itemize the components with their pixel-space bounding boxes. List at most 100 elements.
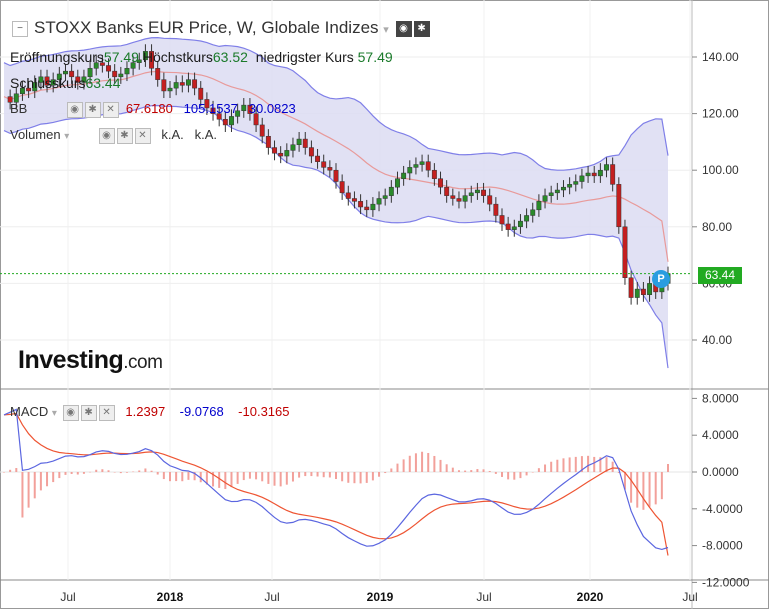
macd-histogram-bar <box>95 469 98 472</box>
close-icon[interactable]: ✕ <box>98 404 115 421</box>
candle-body <box>118 73 124 78</box>
close-icon[interactable]: ✕ <box>134 127 151 144</box>
time-tick-label: Jul <box>60 590 75 604</box>
candle-body <box>87 68 93 78</box>
macd-tick-label: -4.0000 <box>702 502 743 516</box>
candle-body <box>26 87 32 92</box>
macd-histogram-bar <box>611 461 614 472</box>
candle-body <box>315 155 321 162</box>
candle-body <box>32 82 38 92</box>
macd-histogram-bar <box>285 472 288 485</box>
macd-histogram-bar <box>76 472 79 475</box>
candle-body <box>462 195 468 202</box>
macd-histogram-bar <box>175 472 178 482</box>
gear-icon[interactable]: ✱ <box>84 101 101 118</box>
candle-body <box>192 79 198 89</box>
macd-histogram-bar <box>255 472 258 480</box>
price-tick-label: 120.00 <box>702 107 739 121</box>
candle-body <box>333 169 339 182</box>
candle-body <box>536 201 542 211</box>
candle-body <box>419 161 425 165</box>
gear-icon[interactable]: ✱ <box>413 20 430 37</box>
candle-body <box>591 172 597 177</box>
candle-body <box>456 198 462 202</box>
candle-body <box>370 203 376 211</box>
candle-body <box>413 164 419 168</box>
candle-body <box>222 119 228 126</box>
gear-icon[interactable]: ✱ <box>80 404 97 421</box>
macd-histogram-bar <box>402 459 405 472</box>
candle-body <box>499 215 505 225</box>
candle-body <box>136 59 142 63</box>
p-marker-icon[interactable]: P <box>652 270 670 288</box>
candle-body <box>290 144 296 151</box>
candle-body <box>130 62 136 69</box>
candle-body <box>487 195 493 205</box>
eye-icon[interactable]: ◉ <box>66 101 83 118</box>
macd-histogram-bar <box>525 472 528 476</box>
candle-body <box>235 110 241 117</box>
candle-body <box>524 215 530 222</box>
macd-histogram-bar <box>181 472 184 482</box>
macd-histogram-bar <box>89 471 92 473</box>
macd-histogram-bar <box>138 470 141 472</box>
macd-histogram-bar <box>64 472 67 475</box>
macd-histogram-bar <box>580 456 583 472</box>
volume-legend: Volumen ▾ ◉ ✱ ✕ k.A. k.A. <box>10 127 217 144</box>
candle-body <box>142 51 148 61</box>
macd-histogram-bar <box>144 468 147 472</box>
macd-histogram-bar <box>507 472 510 480</box>
macd-histogram-bar <box>574 456 577 472</box>
macd-histogram-bar <box>667 463 669 472</box>
ohlc-line: Eröffnungskurs57.49 Höchstkurs63.52 nied… <box>10 49 393 65</box>
investing-logo: Investing.com <box>18 346 163 374</box>
macd-histogram-bar <box>242 472 245 481</box>
eye-icon[interactable]: ◉ <box>62 404 79 421</box>
collapse-icon[interactable]: − <box>12 20 28 37</box>
macd-histogram-bar <box>660 472 663 500</box>
macd-histogram-bar <box>593 456 596 472</box>
candle-body <box>204 99 210 109</box>
candle-body <box>149 51 155 69</box>
macd-histogram-bar <box>316 472 319 477</box>
macd-legend: MACD ▾ ◉ ✱ ✕ 1.2397 -9.0768 -10.3165 <box>10 404 290 421</box>
candle-body <box>272 147 277 154</box>
macd-histogram-bar <box>617 472 620 473</box>
macd-histogram-bar <box>556 459 559 472</box>
candle-body <box>327 167 333 171</box>
candle-body <box>50 79 56 86</box>
candle-body <box>616 184 622 228</box>
candle-body <box>425 161 431 171</box>
candle-body <box>604 164 609 171</box>
eye-icon[interactable]: ◉ <box>395 20 412 37</box>
macd-histogram-bar <box>335 472 337 480</box>
close-icon[interactable]: ✕ <box>102 101 119 118</box>
macd-signal-line <box>3 412 669 556</box>
macd-histogram-bar <box>359 472 362 484</box>
candle-body <box>431 169 437 179</box>
bb-legend: BB ◉ ✱ ✕ 67.6180 105.1537 30.0823 <box>10 101 296 118</box>
candle-body <box>241 104 247 112</box>
macd-histogram-bar <box>279 472 282 487</box>
eye-icon[interactable]: ◉ <box>98 127 115 144</box>
candle-body <box>19 87 25 95</box>
time-tick-label: Jul <box>476 590 491 604</box>
candle-body <box>13 93 19 103</box>
macd-histogram-bar <box>421 451 424 472</box>
macd-histogram-bar <box>248 472 251 479</box>
candle-body <box>63 70 68 75</box>
candle-body <box>567 184 573 188</box>
dropdown-arrow-icon[interactable]: ▾ <box>383 24 389 36</box>
gear-icon[interactable]: ✱ <box>116 127 133 144</box>
macd-tick-label: -12.0000 <box>702 575 750 589</box>
candle-body <box>112 70 118 78</box>
candle-body <box>7 96 13 103</box>
macd-histogram-bar <box>623 472 626 490</box>
last-price-tag: 63.44 <box>698 267 742 284</box>
macd-histogram-bar <box>476 469 479 472</box>
candle-body <box>395 178 400 188</box>
macd-histogram-bar <box>261 472 264 482</box>
macd-histogram-bar <box>464 470 467 472</box>
candle-body <box>640 288 646 295</box>
